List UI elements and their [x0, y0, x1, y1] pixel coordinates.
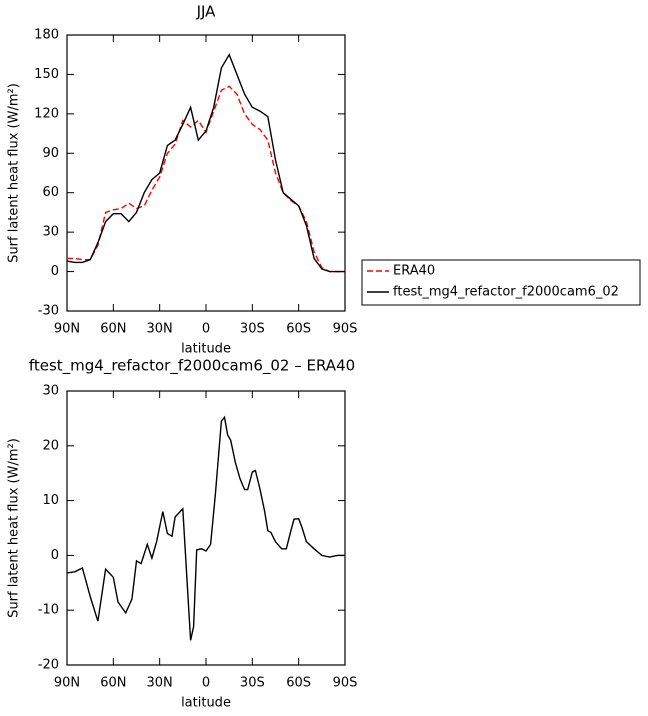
y-tick-label: 30 [42, 384, 59, 399]
legend-box [361, 259, 641, 306]
x-tick-label: 90S [333, 322, 358, 337]
y-tick-label: 150 [34, 67, 59, 82]
y-tick-label: -30 [38, 304, 59, 319]
x-tick-label: 60N [100, 322, 126, 337]
x-tick-label: 90N [54, 676, 80, 691]
y-axis-label: Surf latent heat flux (W/m²) [7, 83, 22, 263]
y-tick-label: -20 [38, 658, 59, 673]
y-tick-label: 30 [42, 225, 59, 240]
x-tick-label: 30N [147, 322, 173, 337]
x-tick-label: 30S [240, 676, 265, 691]
y-tick-label: -10 [38, 603, 59, 618]
y-tick-label: 10 [42, 493, 59, 508]
x-tick-label: 60S [286, 322, 311, 337]
x-tick-label: 0 [202, 676, 210, 691]
y-tick-label: 0 [51, 264, 59, 279]
x-tick-label: 60S [286, 676, 311, 691]
data-line [66, 415, 345, 641]
legend-label: ftest_mg4_refactor_f2000cam6_02 [393, 285, 619, 300]
plot-frame [66, 34, 346, 312]
legend-label: ERA40 [393, 264, 435, 279]
x-tick-label: 60N [100, 676, 126, 691]
y-tick-label: 20 [42, 438, 59, 453]
x-axis-label: latitude [181, 342, 231, 357]
chart-title: ftest_mg4_refactor_f2000cam6_02 – ERA40 [29, 357, 355, 376]
x-tick-label: 90S [333, 676, 358, 691]
x-tick-label: 0 [202, 322, 210, 337]
x-tick-label: 30S [240, 322, 265, 337]
chart-title: JJA [196, 3, 217, 21]
data-line [67, 85, 345, 273]
y-tick-label: 180 [34, 28, 59, 43]
y-tick-label: 120 [34, 106, 59, 121]
data-line [66, 53, 345, 273]
x-tick-label: 90N [54, 322, 80, 337]
y-tick-label: 60 [42, 185, 59, 200]
plot-frame [66, 390, 346, 666]
x-axis-label: latitude [181, 696, 231, 711]
y-axis-label: Surf latent heat flux (W/m²) [7, 438, 22, 618]
x-tick-label: 30N [147, 676, 173, 691]
y-tick-label: 0 [51, 548, 59, 563]
y-tick-label: 90 [42, 146, 59, 161]
